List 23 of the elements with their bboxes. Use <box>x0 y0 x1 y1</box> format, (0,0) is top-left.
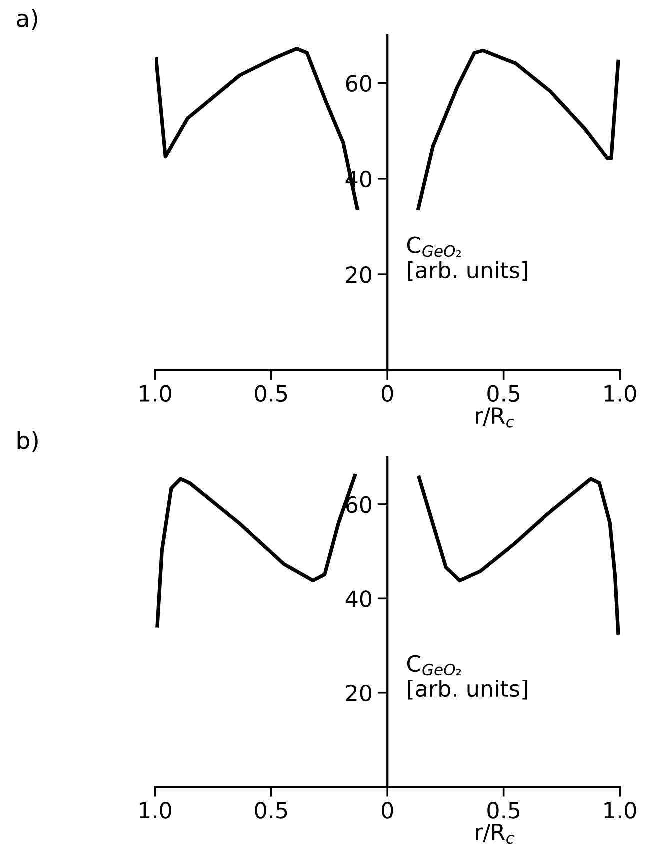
x-tick-label: 0 <box>382 802 394 819</box>
chart-title: b) <box>18 431 38 452</box>
y-axis-title: C$_{GeO₂}$ [arb. units] <box>407 655 528 700</box>
x-tick-label: 1.0 <box>604 802 636 819</box>
x-tick-label: 0.5 <box>255 385 288 402</box>
line-series <box>416 48 620 210</box>
x-tick-label: 0 <box>382 385 394 402</box>
x-tick-label: 0.5 <box>488 385 520 402</box>
x-axis-title: r/R$_{c}$ <box>476 408 514 428</box>
line-series <box>417 476 620 635</box>
x-tick-label: 1.0 <box>140 802 172 819</box>
y-tick-label: 40 <box>346 590 372 608</box>
x-tick-label: 1.0 <box>604 385 636 402</box>
x-tick-label: 0.5 <box>255 802 288 819</box>
y-tick-label: 60 <box>346 496 372 514</box>
x-tick-label: 0.5 <box>488 802 520 819</box>
y-tick-label: 20 <box>346 684 372 702</box>
x-axis-title: r/R$_{c}$ <box>476 824 514 844</box>
chart-title: a) <box>17 9 38 30</box>
x-tick-label: 1.0 <box>140 385 172 402</box>
y-tick-label: 60 <box>346 75 372 92</box>
y-axis-title: C$_{GeO₂}$ [arb. units] <box>407 236 528 282</box>
y-tick-label: 20 <box>346 266 372 284</box>
